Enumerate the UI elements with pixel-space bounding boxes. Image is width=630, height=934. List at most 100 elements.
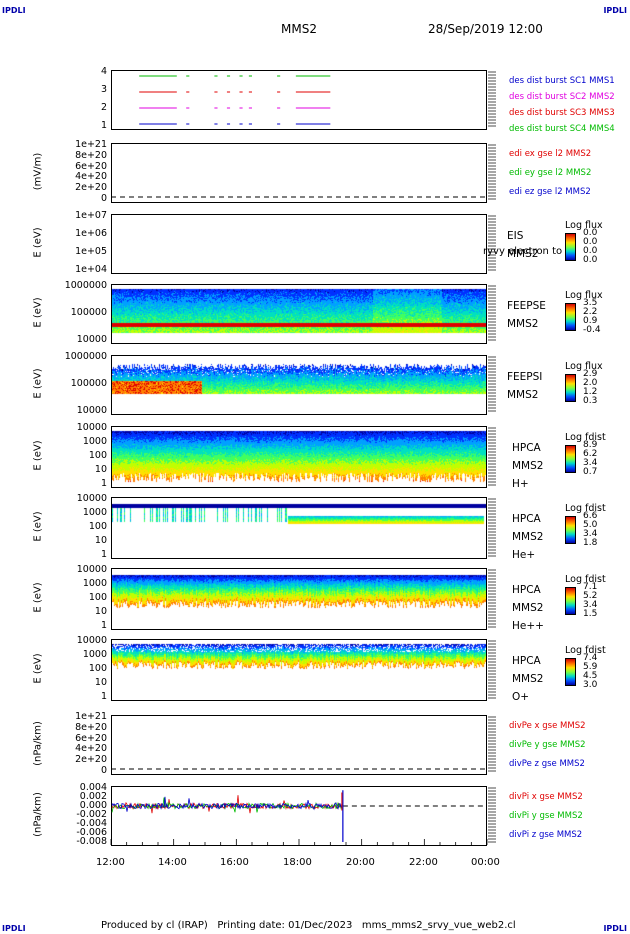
colorbar	[565, 658, 576, 686]
colorbar-value: 5.0	[583, 520, 598, 530]
spectrogram-image	[112, 498, 486, 558]
corner-label-tr: IPDLI	[603, 6, 627, 15]
y-tick: 1000	[82, 649, 107, 660]
y-tick: 2e+20	[75, 182, 107, 194]
instrument-label: MMS2	[512, 602, 544, 614]
y-tick: -0.004	[76, 818, 107, 829]
legend-entry: des dist burst SC4 MMS4	[509, 124, 615, 134]
y-tick: -0.002	[76, 809, 107, 820]
y-tick: -0.006	[76, 827, 107, 838]
y-tick: 10	[94, 535, 107, 546]
y-tick: 4e+20	[75, 171, 107, 183]
colorbar-value: 1.8	[583, 538, 598, 548]
instrument-label: FEEPSE	[507, 300, 546, 312]
colorbar-value: 0.7	[583, 467, 598, 477]
colorbar-value: 0.0	[583, 237, 598, 247]
instrument-label: MMS2	[507, 389, 539, 401]
legend-entry: des dist burst SC3 MMS3	[509, 108, 615, 118]
colorbar-value: 1.5	[583, 609, 598, 619]
divpi-trace	[111, 795, 343, 814]
y-tick: 10000	[76, 493, 107, 504]
y-tick: 4e+20	[75, 743, 107, 755]
colorbar-value: 6.6	[583, 511, 598, 521]
panel-hpca_h	[111, 426, 487, 488]
colorbar-value: 0.9	[583, 316, 598, 326]
y-tick: -0.008	[76, 836, 107, 847]
colorbar	[565, 516, 576, 544]
y-tick: 8e+20	[75, 721, 107, 733]
instrument-label: MMS2	[507, 318, 539, 330]
legend-entry: edi ey gse l2 MMS2	[509, 168, 592, 178]
panel-hpca_he2	[111, 568, 487, 630]
colorbar-value: -0.4	[583, 325, 601, 335]
spectrogram-image	[112, 427, 486, 487]
colorbar	[565, 445, 576, 473]
legend-entry: des dist burst SC1 MMS1	[509, 76, 615, 86]
x-tick: 22:00	[409, 857, 438, 868]
legend-entry: divPi x gse MMS2	[509, 792, 583, 802]
instrument-label: He+	[512, 549, 536, 561]
y-tick: 10000	[76, 334, 107, 345]
legend-entry: edi ez gse l2 MMS2	[509, 187, 591, 197]
colorbar	[565, 233, 576, 261]
panel-feepse	[111, 284, 487, 344]
y-tick: 1	[100, 691, 107, 702]
panel-hpca_he1	[111, 497, 487, 559]
panel-feepsi	[111, 355, 487, 415]
colorbar	[565, 374, 576, 402]
colorbar-value: 8.9	[583, 440, 598, 450]
instrument-label: MMS2	[512, 531, 544, 543]
spectrogram-image	[112, 285, 486, 343]
corner-label-bl: IPDLI	[2, 924, 26, 933]
y-tick: 1000	[82, 578, 107, 589]
y-tick: 0.000	[79, 800, 107, 811]
legend-entry: divPi z gse MMS2	[509, 830, 583, 840]
colorbar-value: 6.2	[583, 449, 598, 459]
page-date: 28/Sep/2019 12:00	[428, 22, 543, 36]
colorbar-value: 1.2	[583, 387, 598, 397]
x-tick: 12:00	[96, 857, 125, 868]
y-tick: 1000	[82, 507, 107, 518]
instrument-label: HPCA	[512, 513, 541, 525]
panel-eis	[111, 214, 487, 274]
y-tick: 1e+21	[75, 139, 107, 150]
y-tick: 6e+20	[75, 160, 107, 172]
colorbar-value: 0.0	[583, 246, 598, 256]
footer-text: Produced by cl (IRAP) Printing date: 01/…	[101, 920, 516, 931]
y-tick: 0.004	[79, 782, 107, 793]
colorbar-title: Log fdist	[565, 432, 606, 443]
instrument-label: He++	[512, 620, 544, 632]
y-tick: 1e+05	[75, 246, 107, 257]
overlay-label: ryvy electron to	[483, 246, 563, 257]
colorbar-value: 3.4	[583, 600, 598, 610]
colorbar-value: 3.4	[583, 458, 598, 468]
x-tick: 18:00	[283, 857, 312, 868]
colorbar-title: Log fdist	[565, 503, 606, 514]
y-tick: 100000	[70, 378, 107, 389]
y-tick: 1e+07	[75, 210, 107, 221]
panel-hpca_o	[111, 639, 487, 701]
instrument-label: FEEPSI	[507, 371, 543, 383]
x-tick: 00:00	[471, 857, 500, 868]
instrument-label: HPCA	[512, 442, 541, 454]
y-tick: 10000	[76, 564, 107, 575]
legend-entry: divPe x gse MMS2	[509, 721, 586, 731]
colorbar-value: 3.5	[583, 298, 598, 308]
corner-label-br: IPDLI	[603, 924, 627, 933]
instrument-label: MMS2	[512, 673, 544, 685]
colorbar-value: 0.0	[583, 228, 598, 238]
instrument-label: EIS	[507, 230, 524, 242]
colorbar-value: 2.2	[583, 307, 598, 317]
y-tick: 10000	[76, 405, 107, 416]
colorbar-title: Log flux	[565, 220, 603, 231]
legend-entry: divPe z gse MMS2	[509, 759, 585, 769]
colorbar-title: Log flux	[565, 361, 603, 372]
y-tick: 1000000	[64, 280, 107, 291]
y-tick: 6e+20	[75, 732, 107, 744]
y-tick: 10000	[76, 635, 107, 646]
colorbar-value: 3.4	[583, 529, 598, 539]
colorbar-value: 5.2	[583, 591, 598, 601]
instrument-label: HPCA	[512, 584, 541, 596]
colorbar-value: 2.9	[583, 369, 598, 379]
